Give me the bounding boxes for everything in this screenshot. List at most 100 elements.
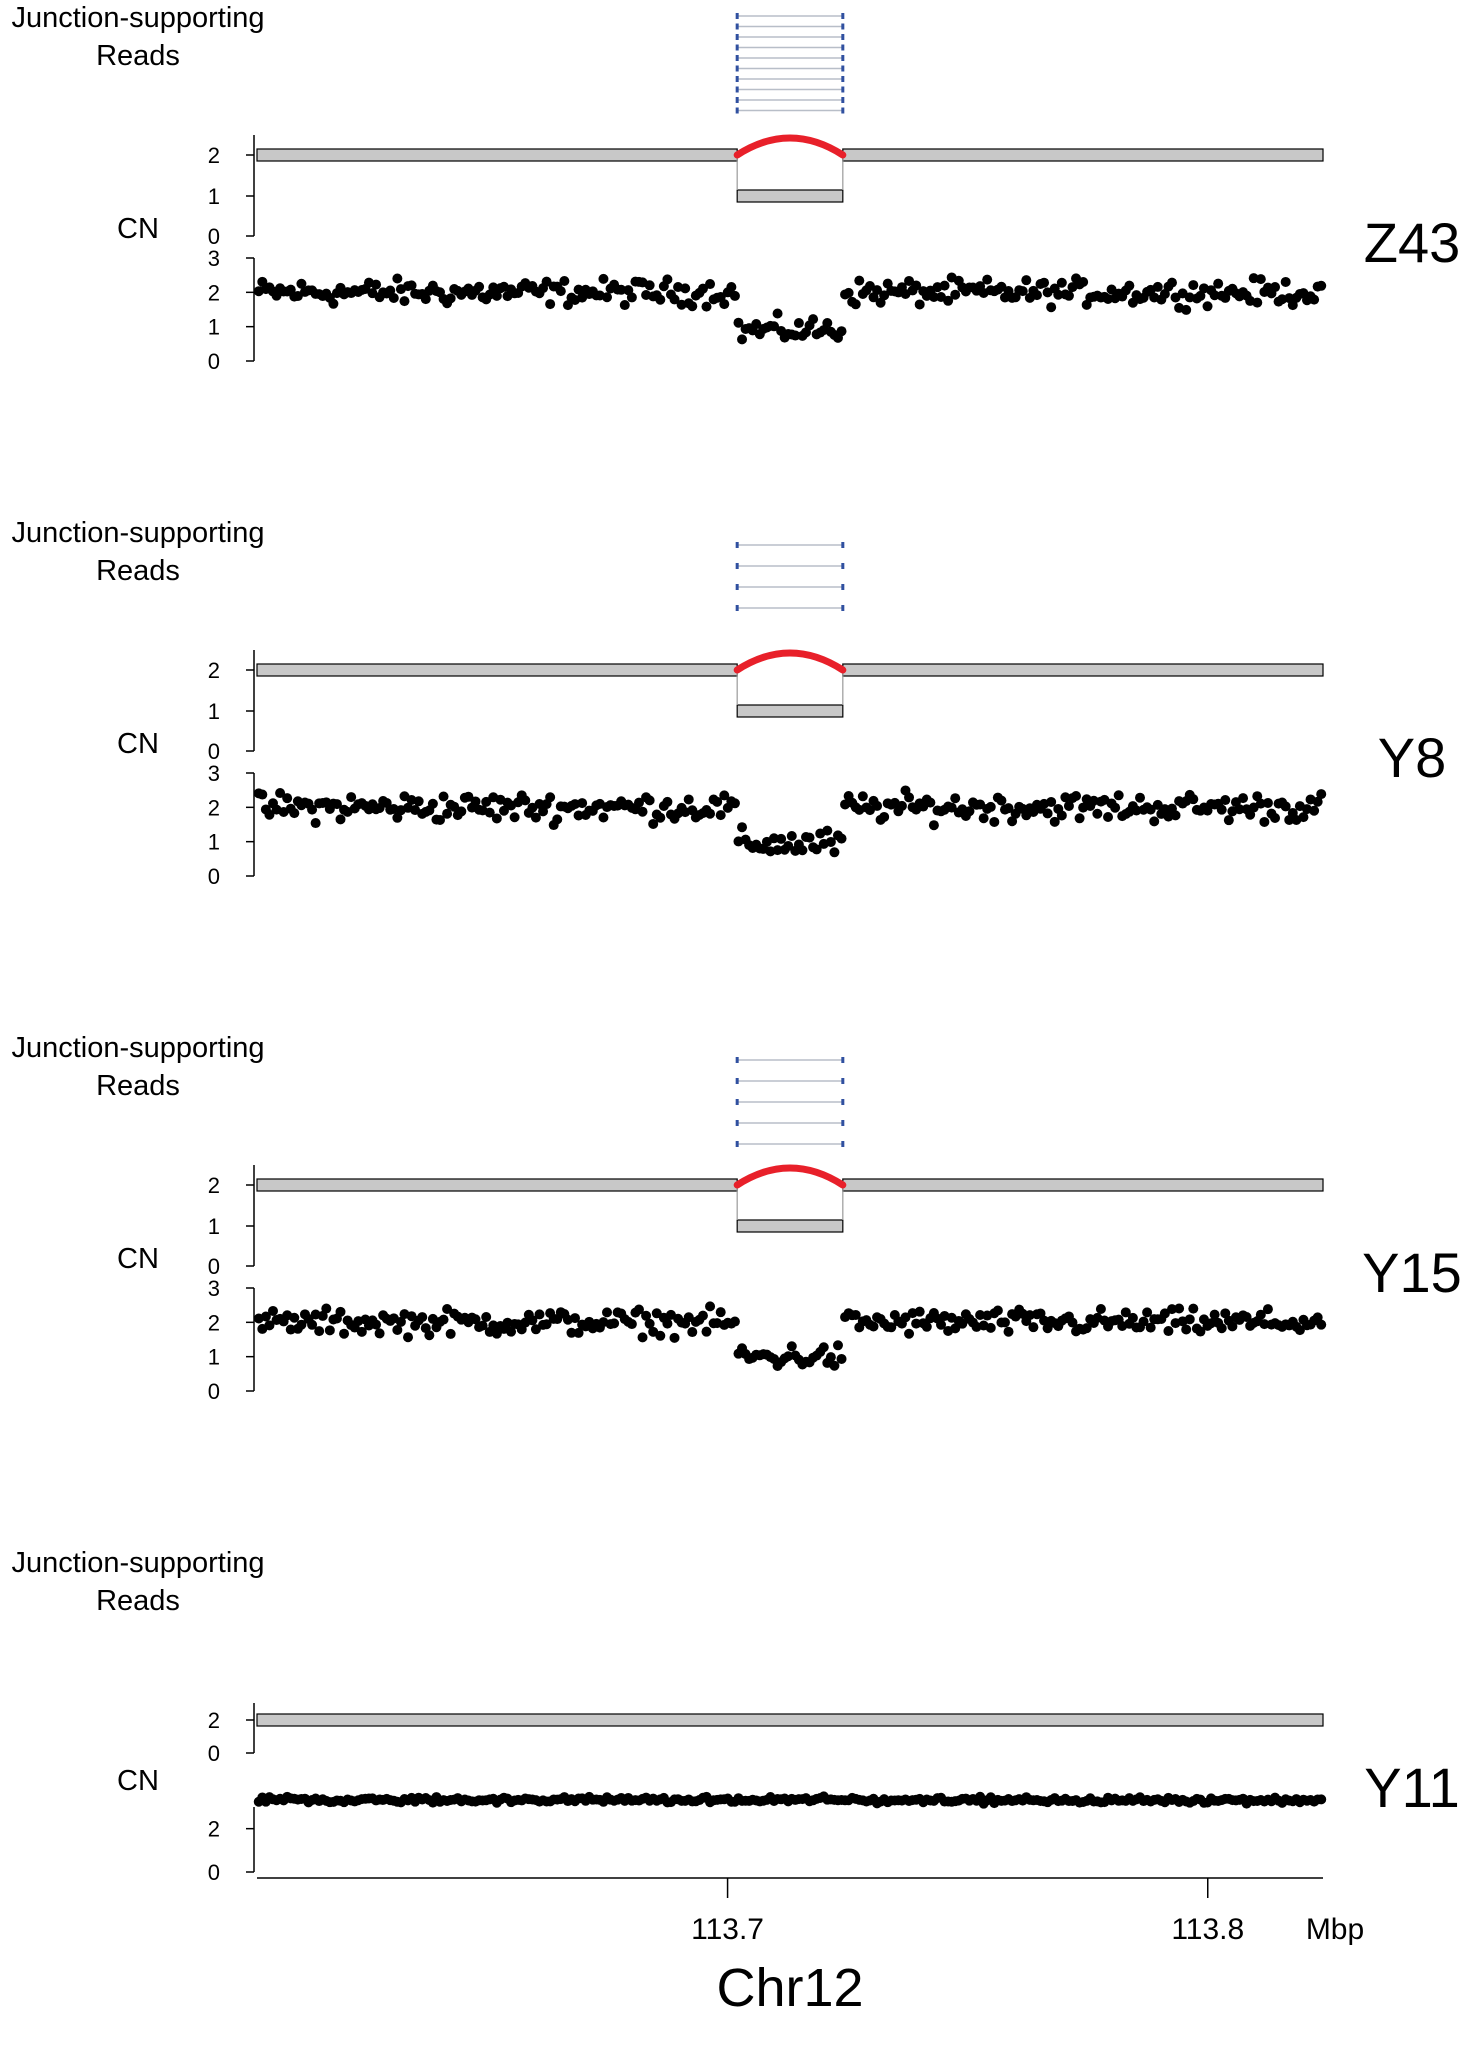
cn-data-point (1252, 297, 1263, 308)
cn-data-point (346, 792, 357, 803)
cn-data-point (751, 319, 762, 330)
cn-data-point (1223, 815, 1234, 826)
cn-data-point (442, 808, 453, 819)
cn-data-point (324, 1325, 335, 1336)
cn-data-point (1124, 280, 1135, 291)
cn-data-point (1021, 275, 1032, 286)
cn-data-point (729, 1316, 740, 1327)
segment-y-tick-label: 0 (208, 1254, 220, 1279)
cn-data-point (904, 792, 915, 803)
cn-data-point (1078, 277, 1089, 288)
cn-data-point (786, 831, 797, 842)
cn-data-point (985, 1322, 996, 1333)
segment-y-tick-label: 1 (208, 184, 220, 209)
cn-data-point (445, 293, 456, 304)
cn-data-point (1316, 1319, 1327, 1330)
cn-data-point (1188, 1303, 1199, 1314)
cn-data-point (822, 318, 833, 329)
cn-data-point (669, 294, 680, 305)
cn-data-point (705, 808, 716, 819)
cn-data-point (633, 1304, 644, 1315)
cn-data-point (683, 794, 694, 805)
cn-data-point (850, 1309, 861, 1320)
cn-data-point (1028, 1322, 1039, 1333)
cn-data-point (644, 280, 655, 291)
cn-data-point (1234, 804, 1245, 815)
cn-data-point (562, 300, 573, 311)
cn-data-point (950, 289, 961, 300)
cn-data-point (644, 1318, 655, 1329)
cn-segment (842, 663, 1324, 677)
cn-data-point (1031, 290, 1042, 301)
read-end-marker (841, 605, 845, 611)
cn-data-point (822, 825, 833, 836)
cn-data-point (1280, 801, 1291, 812)
cn-data-point (1170, 810, 1181, 821)
cn-data-point (317, 1310, 328, 1321)
cn-label: CN (117, 1243, 159, 1275)
cn-data-point (1195, 1326, 1206, 1337)
cn-data-point (1042, 808, 1053, 819)
cn-data-point (598, 812, 609, 823)
cn-data-point (1149, 816, 1160, 827)
cn-data-point (506, 1326, 517, 1337)
cn-data-point (602, 292, 613, 303)
cn-data-point (1081, 1323, 1092, 1334)
cn-data-point (573, 284, 584, 295)
cn-data-point (1145, 804, 1156, 815)
cn-data-point (509, 812, 520, 823)
cn-data-point (545, 792, 556, 803)
cn-data-point (267, 1305, 278, 1316)
cn-data-point (609, 1318, 620, 1329)
cn-data-point (633, 797, 644, 808)
cn-data-point (491, 813, 502, 824)
segment-y-tick-label: 2 (208, 1173, 220, 1198)
points-y-tick-label: 3 (208, 246, 220, 271)
cn-data-point (1071, 790, 1082, 801)
cn-data-point (470, 1314, 481, 1325)
cn-data-point (712, 796, 723, 807)
cn-data-point (559, 275, 570, 286)
cn-data-point (836, 326, 847, 337)
read-end-marker (735, 44, 739, 51)
cn-data-point (282, 793, 293, 804)
cn-data-point (776, 833, 787, 844)
segment-y-tick-label: 1 (208, 1214, 220, 1239)
cn-data-point (1127, 1312, 1138, 1323)
cn-data-point (733, 317, 744, 328)
cn-data-point (1113, 790, 1124, 801)
cn-data-point (832, 1340, 843, 1351)
cn-data-point (1017, 286, 1028, 297)
cn-data-point (445, 1328, 456, 1339)
cn-data-point (804, 832, 815, 843)
cn-data-point (427, 798, 438, 809)
cn-segment (736, 1219, 844, 1233)
cn-data-point (566, 1327, 577, 1338)
deletion-arc (733, 649, 847, 674)
cn-data-point (680, 283, 691, 294)
cn-data-point (1188, 280, 1199, 291)
read-end-marker (735, 97, 739, 103)
cn-data-point (836, 1353, 847, 1364)
cn-data-point (793, 318, 804, 329)
cn-data-point (385, 285, 396, 296)
cn-data-point (1074, 813, 1085, 824)
cn-data-point (541, 276, 552, 287)
points-y-tick-label: 3 (208, 761, 220, 786)
cn-data-point (1294, 1325, 1305, 1336)
cn-label: CN (117, 213, 159, 245)
points-y-tick-label: 0 (208, 864, 220, 889)
cn-data-point (950, 1323, 961, 1334)
cn-data-point (573, 1327, 584, 1338)
cn-data-point (616, 284, 627, 295)
read-end-marker (841, 542, 845, 548)
segment-y-tick-label: 2 (208, 143, 220, 168)
segment-y-tick-label: 2 (208, 1708, 220, 1733)
cn-data-point (1095, 1304, 1106, 1315)
segment-y-tick-label: 2 (208, 658, 220, 683)
cn-data-point (1053, 289, 1064, 300)
cn-data-point (1209, 290, 1220, 301)
read-end-marker (841, 13, 845, 19)
cn-data-point (392, 812, 403, 823)
points-y-tick-label: 3 (208, 1276, 220, 1301)
